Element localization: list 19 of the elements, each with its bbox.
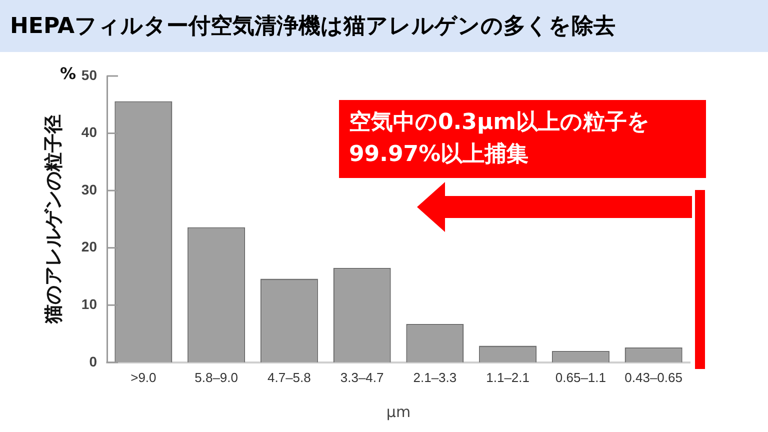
x-tick-label: 4.7–5.8 [268,370,311,385]
y-tick-label: 40 [81,124,98,140]
chart-title: HEPAフィルター付空気清浄機は猫アレルゲンの多くを除去 [0,0,768,52]
y-axis-title: 猫のアレルゲンの粒子径 [42,114,64,325]
x-tick-label: 3.3–4.7 [340,370,384,385]
x-tick-label: 0.43–0.65 [624,370,682,385]
y-tick-label: 10 [81,296,98,312]
x-tick-label: 1.1–2.1 [486,370,530,385]
y-tick-label: 50 [81,66,98,83]
x-tick-label: 5.8–9.0 [194,370,238,385]
text: % [60,64,76,83]
x-tick-label: 0.65–1.1 [555,370,606,385]
x-tick-label: >9.0 [130,370,156,385]
y-tick-label: 30 [81,181,98,198]
y-tick-label: 20 [81,238,98,255]
annotation: 空気中の0.3μm以上の粒子を 99.97%以上捕集 [339,100,706,178]
y-tick-label: 0 [89,353,98,370]
x-tick-label: 2.1–3.3 [413,370,457,385]
x-axis-title: μm [386,402,411,421]
